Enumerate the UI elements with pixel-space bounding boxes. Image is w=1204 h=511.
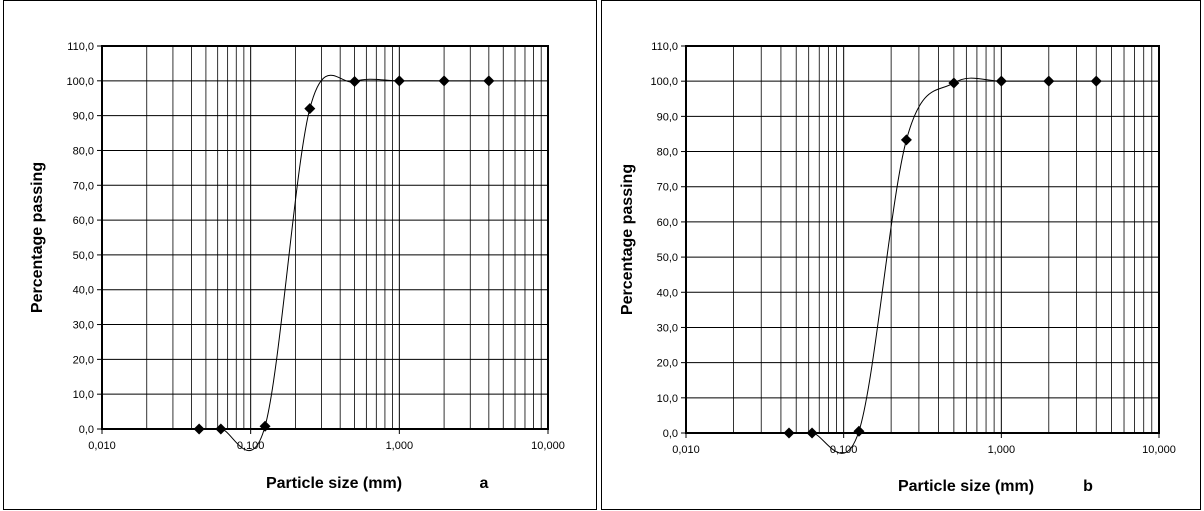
y-tick-label: 110,0 — [67, 41, 94, 53]
y-tick-label: 60,0 — [657, 217, 678, 229]
plot-area-frame — [101, 45, 549, 430]
x-tick-label: 0,010 — [672, 444, 700, 456]
y-tick-label: 50,0 — [657, 252, 678, 264]
y-tick-label: 50,0 — [73, 250, 94, 262]
y-axis-title: Percentage passing — [619, 164, 636, 315]
y-tick-label: 40,0 — [73, 285, 94, 297]
y-tick-label: 40,0 — [657, 287, 678, 299]
data-point-marker — [193, 423, 205, 435]
chart-panel-b: 0,0 10,0 20,0 30,0 40,0 50,0 60,0 70,0 80,0 90,0 1… — [601, 0, 1201, 510]
data-point-marker — [853, 425, 865, 437]
x-tick-label: 0,010 — [88, 440, 116, 452]
chart-panel-a: 0,0 10,0 20,0 30,0 40,0 50,0 60,0 70,0 80,0 90,0 1… — [3, 0, 597, 510]
x-tick-label: 10,000 — [1142, 444, 1176, 456]
y-tick-label: 100,0 — [66, 76, 94, 88]
data-point-marker — [806, 427, 818, 439]
y-axis-title: Percentage passing — [29, 162, 46, 313]
y-tick-label: 80,0 — [73, 145, 94, 157]
y-tick-label: 0,0 — [663, 428, 678, 440]
data-point-marker — [349, 76, 361, 88]
y-tick-label: 90,0 — [657, 111, 678, 123]
data-point-marker — [900, 134, 912, 146]
y-tick-label: 70,0 — [657, 182, 678, 194]
x-axis-title: Particle size (mm) — [266, 475, 402, 492]
x-tick-label: 10,000 — [531, 440, 565, 452]
x-tick-label: 1,000 — [386, 440, 414, 452]
data-point-marker — [1090, 75, 1102, 87]
y-tick-label: 60,0 — [73, 215, 94, 227]
y-tick-label: 30,0 — [657, 322, 678, 334]
panel-label: b — [1083, 478, 1093, 495]
data-point-marker — [438, 75, 450, 87]
y-tick-label: 20,0 — [657, 358, 678, 370]
y-tick-label: 0,0 — [79, 424, 94, 436]
data-point-marker — [304, 103, 316, 115]
y-tick-label: 70,0 — [73, 180, 94, 192]
data-point-marker — [995, 75, 1007, 87]
data-point-marker — [1043, 75, 1055, 87]
x-axis-title: Particle size (mm) — [898, 478, 1034, 495]
y-tick-label: 10,0 — [73, 389, 94, 401]
y-tick-label: 80,0 — [657, 147, 678, 159]
data-point-marker — [259, 420, 271, 432]
panel-label: a — [480, 475, 489, 492]
y-tick-label: 10,0 — [657, 393, 678, 405]
x-tick-label: 1,000 — [988, 444, 1016, 456]
chart-a-svg: 0,0 10,0 20,0 30,0 40,0 50,0 60,0 70,0 80,0 90,0 1… — [29, 41, 565, 492]
y-tick-label: 90,0 — [73, 111, 94, 123]
data-point-marker — [783, 427, 795, 439]
y-tick-label: 100,0 — [650, 76, 678, 88]
plot-area-frame — [685, 45, 1160, 434]
y-tick-label: 110,0 — [651, 41, 678, 53]
chart-b-svg: 0,0 10,0 20,0 30,0 40,0 50,0 60,0 70,0 80,0 90,0 1… — [619, 41, 1176, 495]
data-point-marker — [215, 423, 227, 435]
series-curve — [788, 77, 1097, 454]
x-tick-label: 0,100 — [830, 444, 858, 456]
data-point-marker — [483, 75, 495, 87]
data-point-marker — [948, 77, 960, 89]
y-tick-label: 20,0 — [73, 354, 94, 366]
data-point-marker — [393, 75, 405, 87]
y-tick-label: 30,0 — [73, 320, 94, 332]
